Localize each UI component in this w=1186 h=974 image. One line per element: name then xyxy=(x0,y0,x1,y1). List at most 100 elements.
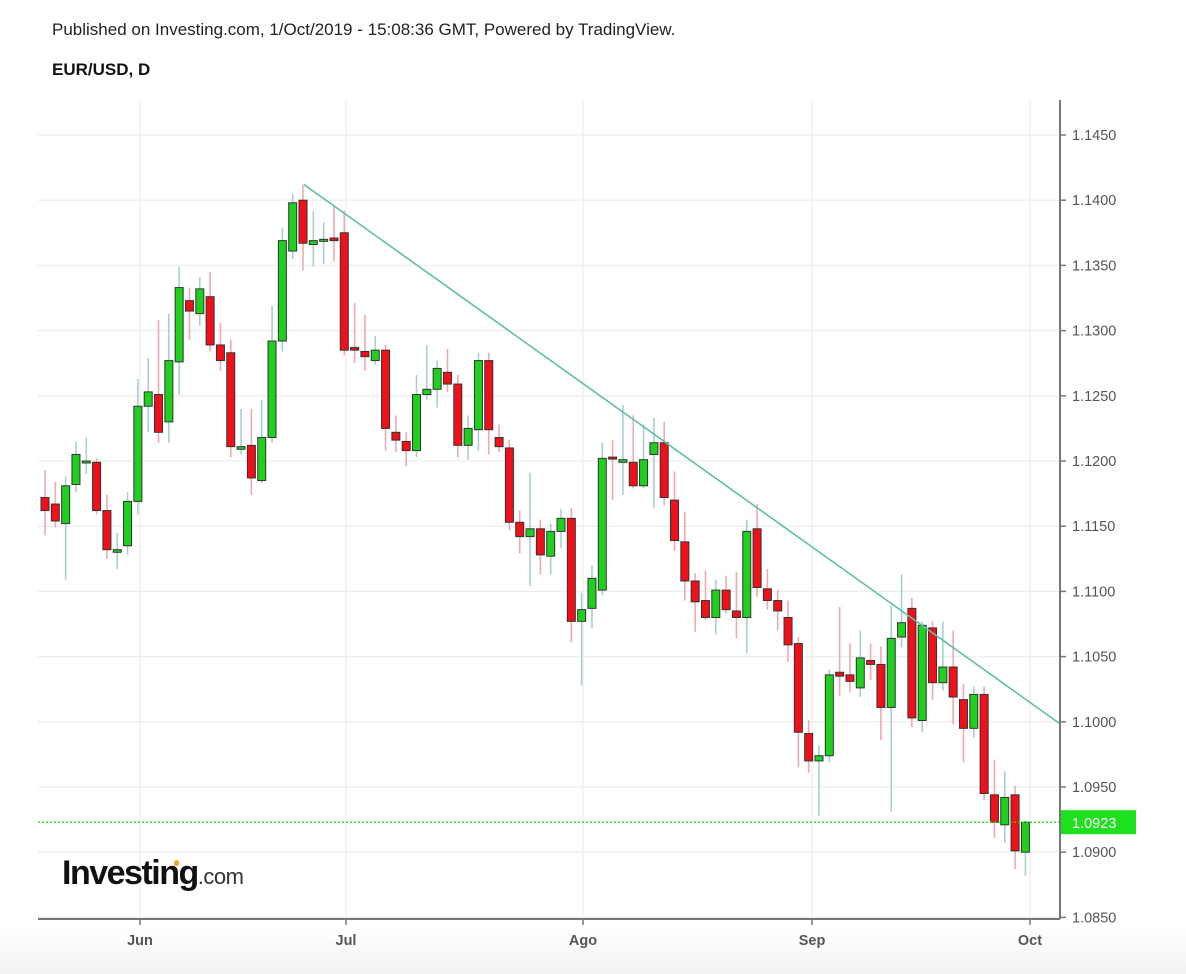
y-tick-label: 1.0850 xyxy=(1072,910,1116,926)
candle xyxy=(50,481,60,528)
logo-accent-icon xyxy=(174,860,179,866)
candle xyxy=(412,374,422,458)
candle xyxy=(1000,771,1010,844)
y-tick-label: 1.1050 xyxy=(1072,650,1116,666)
candle xyxy=(339,210,349,356)
y-tick-label: 1.1300 xyxy=(1072,324,1116,340)
candle xyxy=(360,314,370,372)
candle xyxy=(504,440,514,531)
candle xyxy=(391,415,401,452)
candle xyxy=(546,523,556,575)
candle xyxy=(71,441,81,493)
candle xyxy=(267,305,277,443)
candle xyxy=(835,607,845,696)
candle xyxy=(81,437,91,475)
candle xyxy=(370,335,380,365)
candle xyxy=(298,184,308,271)
candle xyxy=(308,210,318,267)
last-price-label: 1.0923 xyxy=(1072,816,1116,832)
candle xyxy=(731,571,741,639)
candle xyxy=(618,404,628,495)
candle xyxy=(969,686,979,738)
candle xyxy=(257,399,267,484)
candle xyxy=(814,745,824,816)
candle xyxy=(938,621,948,691)
candle xyxy=(639,424,649,489)
candle xyxy=(628,415,638,489)
candle xyxy=(515,510,525,554)
candle xyxy=(246,408,256,495)
candle xyxy=(577,592,587,686)
candle xyxy=(381,344,391,451)
x-tick-label: Jun xyxy=(127,933,153,949)
y-tick-label: 1.1000 xyxy=(1072,715,1116,731)
candle xyxy=(917,621,927,733)
candle xyxy=(463,415,473,460)
candle xyxy=(154,320,164,443)
candle xyxy=(793,637,803,768)
candle xyxy=(979,686,989,801)
candle xyxy=(442,348,452,392)
candle xyxy=(907,597,917,728)
candle xyxy=(184,287,194,340)
candle xyxy=(608,440,618,501)
x-tick-label: Jul xyxy=(336,933,357,949)
published-caption: Published on Investing.com, 1/Oct/2019 -… xyxy=(52,20,676,39)
candle xyxy=(866,643,876,681)
candle xyxy=(855,630,865,698)
candle xyxy=(649,417,659,508)
candle xyxy=(721,575,731,614)
trendline xyxy=(303,183,1060,724)
candle xyxy=(277,227,287,352)
candle xyxy=(1020,820,1030,876)
candle xyxy=(711,579,721,635)
candle xyxy=(752,504,762,597)
candle xyxy=(112,532,122,570)
candle xyxy=(319,222,329,265)
candle xyxy=(329,206,339,262)
candle xyxy=(288,193,298,259)
candle xyxy=(824,669,834,763)
candle xyxy=(783,600,793,662)
y-tick-label: 1.1450 xyxy=(1072,128,1116,144)
candle xyxy=(1010,785,1020,870)
y-tick-label: 1.0950 xyxy=(1072,780,1116,796)
candle xyxy=(473,352,483,451)
candle xyxy=(535,519,545,575)
candle xyxy=(123,492,133,555)
candle xyxy=(195,277,205,326)
candle xyxy=(164,313,174,443)
candle xyxy=(566,507,576,643)
candle xyxy=(680,511,690,601)
last-price-line: 1.0923 xyxy=(38,810,1136,835)
candle xyxy=(876,646,886,741)
candle xyxy=(958,683,968,763)
y-tick-label: 1.0900 xyxy=(1072,845,1116,861)
last-price-badge xyxy=(1060,810,1136,835)
candle xyxy=(773,590,783,631)
candle xyxy=(422,344,432,400)
x-tick-label: Sep xyxy=(799,933,826,949)
candle xyxy=(350,303,360,364)
x-tick-label: Ago xyxy=(569,933,597,949)
candle xyxy=(92,458,102,515)
candle xyxy=(587,565,597,628)
candle xyxy=(525,472,535,587)
candles xyxy=(40,184,1030,876)
grid-lines xyxy=(38,100,1060,919)
candle xyxy=(742,519,752,653)
candle xyxy=(236,408,246,455)
candle xyxy=(670,471,680,551)
candle xyxy=(989,759,999,838)
logo-suffix: .com xyxy=(197,864,244,889)
candle xyxy=(484,352,494,455)
y-tick-label: 1.1400 xyxy=(1072,193,1116,209)
candle xyxy=(401,432,411,467)
candle xyxy=(948,630,958,725)
candle xyxy=(143,357,153,433)
candle xyxy=(215,322,225,372)
symbol-title: EUR/USD, D xyxy=(52,60,151,79)
candle xyxy=(40,470,50,536)
candle xyxy=(845,643,855,692)
